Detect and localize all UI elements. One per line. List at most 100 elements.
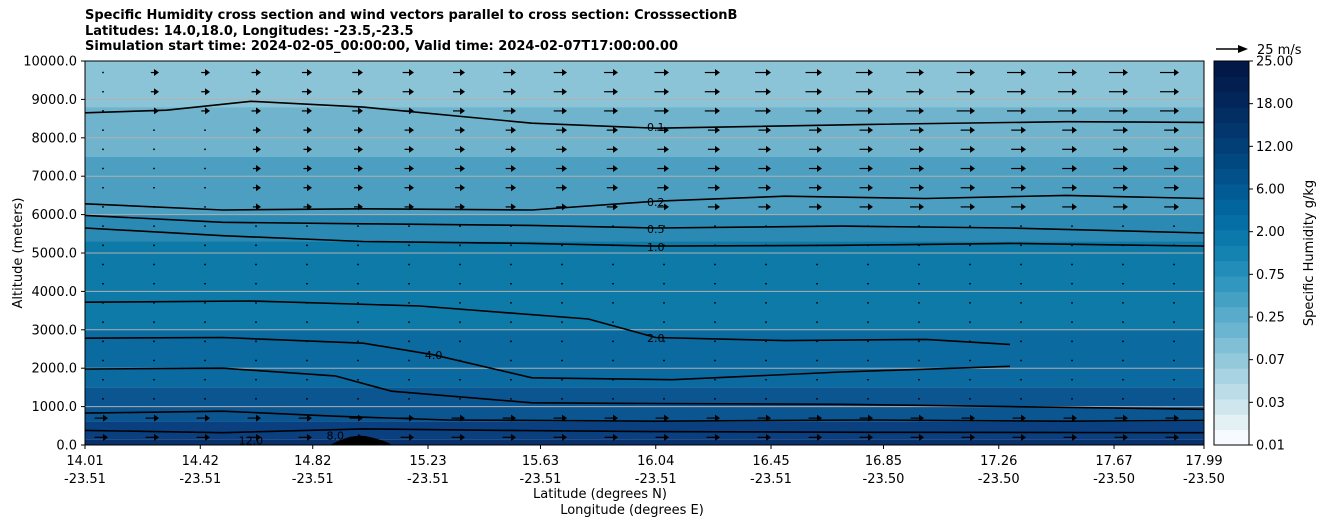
wind-vector-head — [358, 145, 363, 153]
x-tick-label-lon: -23.51 — [520, 472, 562, 487]
wind-vector-head — [409, 165, 414, 173]
wind-vector-dot — [510, 244, 512, 247]
wind-vector-head — [1072, 126, 1077, 134]
colorbar-swatch — [1214, 398, 1249, 415]
wind-vector-dot — [663, 244, 665, 247]
y-axis-label: Altitude (meters) — [11, 198, 26, 309]
wind-vector-dot — [306, 359, 308, 362]
colorbar-swatch — [1214, 322, 1249, 338]
colorbar-swatch — [1214, 137, 1249, 154]
wind-vector-head — [1072, 69, 1077, 77]
wind-vector-head — [766, 88, 771, 96]
wind-vector-dot — [153, 225, 155, 228]
wind-vector-head — [1021, 165, 1026, 173]
wind-vector-head — [919, 107, 924, 115]
terrain — [330, 435, 392, 445]
wind-vector-dot — [561, 263, 563, 266]
wind-vector-head — [613, 414, 618, 422]
wind-vector-dot — [204, 282, 206, 285]
wind-vector-head — [256, 107, 261, 115]
x-tick-label-lon: -23.51 — [292, 472, 334, 487]
wind-vector-head — [817, 107, 822, 115]
wind-vector-head — [1072, 414, 1077, 422]
wind-vector-head — [868, 69, 873, 77]
x-axis-label-lat: Latitude (degrees N) — [533, 487, 667, 502]
wind-vector-dot — [663, 321, 665, 324]
wind-vector-dot — [255, 263, 257, 266]
contour-label: 2.0 — [647, 332, 665, 345]
wind-vector-head — [205, 88, 210, 96]
wind-vector-dot — [357, 321, 359, 324]
wind-vector-head — [154, 414, 159, 422]
wind-vector-dot — [816, 378, 818, 381]
wind-vector-dot — [306, 398, 308, 400]
wind-vector-dot — [714, 340, 716, 343]
contour-label: 8.0 — [326, 429, 344, 442]
wind-vector-dot — [102, 148, 104, 151]
wind-vector-head — [868, 414, 873, 422]
humidity-band — [85, 157, 1204, 215]
wind-vector-head — [358, 107, 363, 115]
wind-vector-dot — [1071, 340, 1073, 343]
colorbar-swatch — [1214, 429, 1249, 446]
colorbar-tick-label: 2.00 — [1256, 225, 1285, 240]
wind-vector-head — [715, 126, 720, 134]
wind-vector-dot — [510, 340, 512, 343]
wind-vector-dot — [918, 225, 920, 228]
wind-vector-head — [970, 203, 975, 211]
wind-vector-head — [1021, 107, 1026, 115]
colorbar-tick-label: 18.00 — [1256, 97, 1293, 112]
humidity-band — [85, 387, 1204, 422]
wind-vector-head — [205, 414, 210, 422]
wind-vector-dot — [153, 129, 155, 132]
wind-vector-head — [409, 107, 414, 115]
wind-vector-head — [868, 165, 873, 173]
colorbar-swatch — [1214, 199, 1249, 216]
wind-vector-dot — [255, 340, 257, 343]
wind-vector-dot — [714, 263, 716, 266]
wind-vector-dot — [663, 302, 665, 304]
wind-vector-head — [766, 145, 771, 153]
wind-vector-dot — [561, 282, 563, 285]
wind-vector-dot — [714, 225, 716, 228]
wind-vector-head — [817, 145, 822, 153]
wind-vector-head — [1021, 414, 1026, 422]
x-tick-label-lat: 17.99 — [1185, 454, 1222, 469]
wind-vector-dot — [1173, 263, 1175, 266]
wind-vector-head — [613, 165, 618, 173]
wind-vector-head — [460, 184, 465, 192]
wind-vector-head — [613, 184, 618, 192]
wind-vector-head — [256, 126, 261, 134]
contour-line — [85, 100, 1204, 130]
wind-vector-dot — [357, 340, 359, 343]
y-tick-label: 10000.0 — [23, 55, 77, 70]
wind-vector-head — [1072, 165, 1077, 173]
wind-vector-head — [511, 88, 516, 96]
wind-vector-dot — [612, 225, 614, 228]
wind-vector-head — [919, 414, 924, 422]
wind-vector-dot — [459, 378, 461, 381]
wind-vector-dot — [1173, 398, 1175, 400]
wind-vector-head — [817, 88, 822, 96]
wind-vector-dot — [510, 378, 512, 381]
wind-vector-head — [307, 433, 312, 441]
contour-line — [85, 300, 1011, 346]
wind-vector-dot — [867, 302, 869, 304]
wind-vector-head — [358, 184, 363, 192]
wind-vector-dot — [153, 340, 155, 343]
wind-vector-head — [307, 203, 312, 211]
wind-vector-dot — [1020, 225, 1022, 228]
wind-vector-head — [817, 433, 822, 441]
wind-vector-dot — [918, 263, 920, 266]
contour-line — [85, 367, 1204, 411]
chart-title: Specific Humidity cross section and wind… — [85, 8, 737, 55]
colorbar-swatch — [1214, 414, 1249, 431]
wind-vector-head — [715, 145, 720, 153]
wind-vector-dot — [408, 244, 410, 247]
wind-vector-head — [715, 165, 720, 173]
wind-vector-head — [817, 165, 822, 173]
y-tick-label: 8000.0 — [32, 131, 78, 146]
wind-vector-head — [1021, 69, 1026, 77]
x-tick-label-lat: 16.85 — [865, 454, 902, 469]
wind-vector-head — [1174, 69, 1179, 77]
